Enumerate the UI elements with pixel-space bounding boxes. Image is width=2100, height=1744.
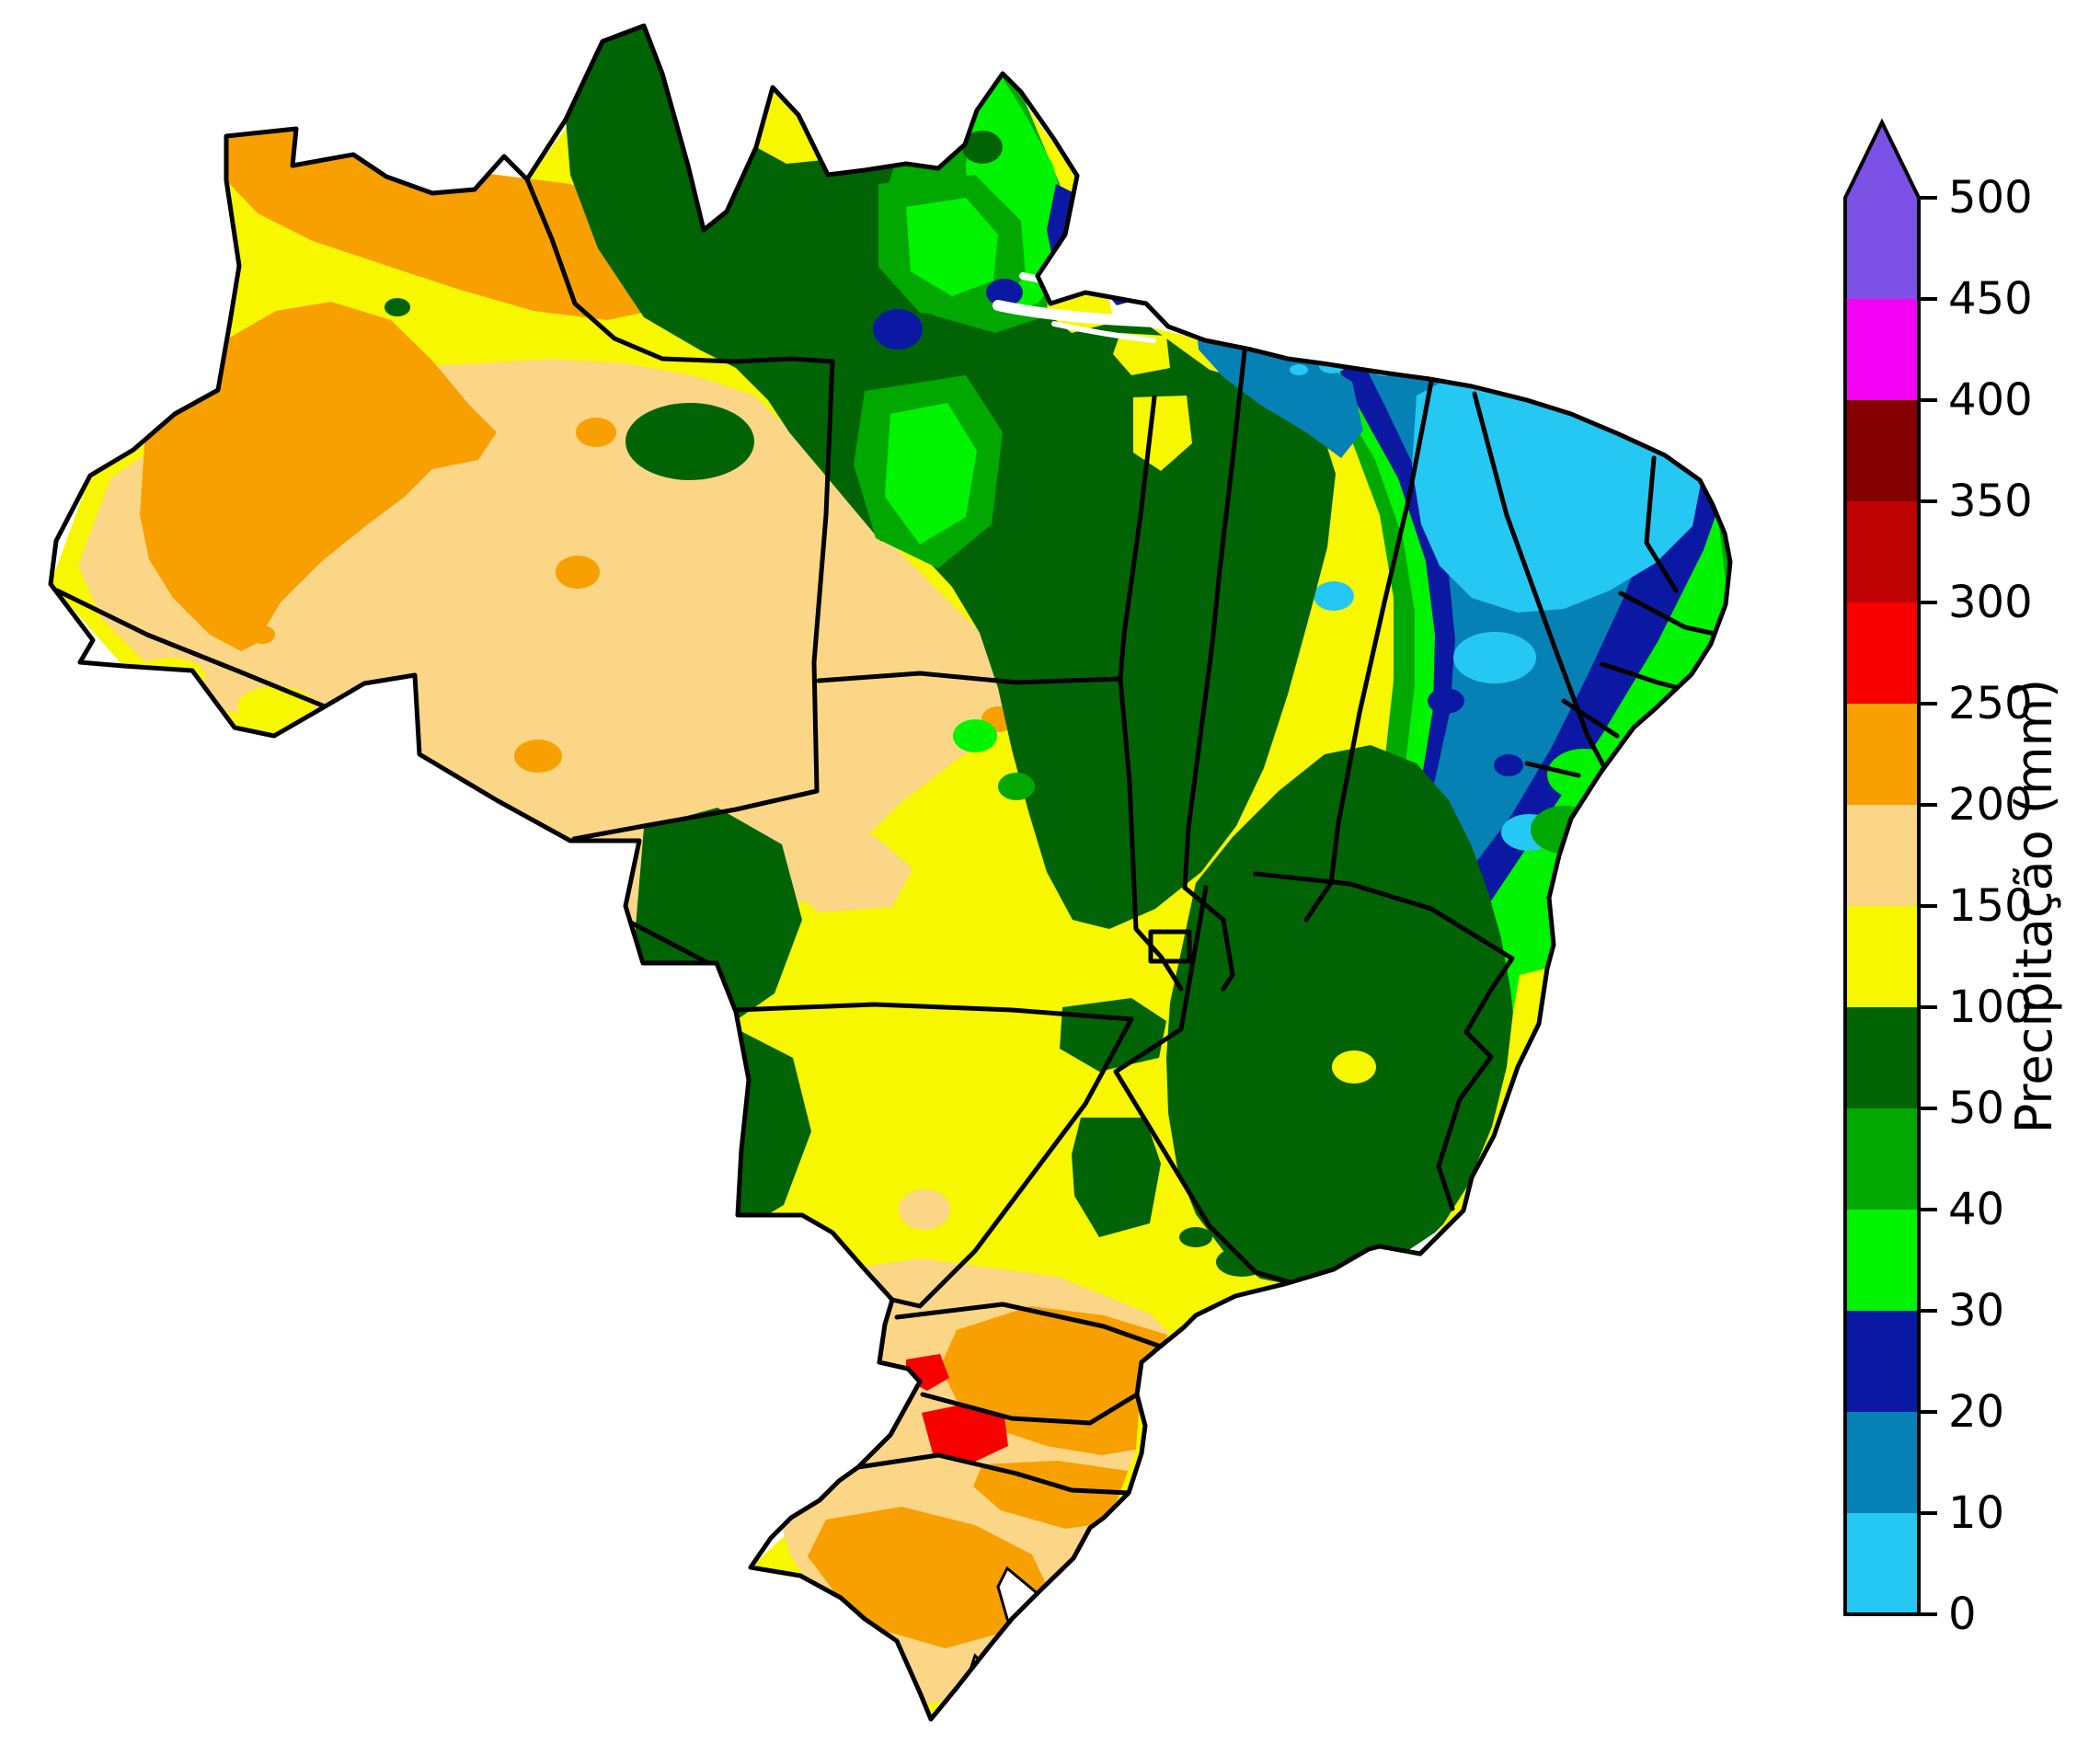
region-orange-dot: [249, 625, 275, 644]
region-steel-arm: [1196, 317, 1363, 458]
region-cyan-patch: [1314, 581, 1354, 611]
colorbar-segment-400-450: [1845, 299, 1919, 400]
colorbar-tick-label: 40: [1948, 1184, 2004, 1235]
colorbar-segment-0-10: [1845, 1513, 1919, 1614]
border-piaui-ceara: [1472, 391, 1620, 794]
region-orange-dot: [576, 418, 616, 447]
region-darkgreen-eastcentral: [1166, 745, 1516, 1288]
region-rs-orange: [808, 1507, 1050, 1648]
border-ms-east: [889, 1016, 1134, 1309]
border-sc-rs: [855, 1452, 1131, 1496]
colorbar-segment-50-100: [1845, 1007, 1919, 1108]
region-mouth-navy: [1084, 184, 1170, 305]
colorbar-tick-label: 300: [1948, 577, 2033, 628]
region-mouth-navy-dot: [986, 279, 1023, 306]
colorbar-tick-label: 250: [1948, 678, 2033, 729]
border-distrito-federal: [1148, 929, 1192, 964]
colorbar-over-arrow: [1845, 122, 1919, 198]
region-navy-spot: [1494, 754, 1523, 776]
colorbar-tick-label: 50: [1948, 1083, 2004, 1134]
region-orange-nw-mass: [140, 302, 497, 651]
region-amapa-darkgreen: [962, 131, 1003, 164]
colorbar-tick-label: 20: [1948, 1386, 2004, 1438]
colorbar-outline: [1843, 118, 1921, 1616]
region-lime-dot: [953, 719, 997, 752]
colorbar-segment-100-150: [1845, 906, 1919, 1007]
colorbar-segment-30-40: [1845, 1210, 1919, 1311]
colorbar-segment-450-500: [1845, 198, 1919, 299]
border-matogrosso-ms: [733, 1002, 1134, 1022]
border-tocantins-west: [1118, 676, 1184, 992]
colorbar-segment-40-50: [1845, 1108, 1919, 1210]
border-roraima: [524, 177, 835, 364]
map-region-fills: [51, 26, 1730, 1719]
colorbar-segment-250-300: [1845, 602, 1919, 704]
region-darkgreen-dot: [462, 963, 495, 987]
colorbar-axis-label: Precipitação (mm): [2005, 679, 2063, 1133]
region-es-yellow-strip: [1435, 966, 1556, 1251]
border-para-tocantins: [1118, 395, 1157, 682]
colorbar-tick-labels: 0 10 20 30 40 50 100 150 200 250 300 350…: [1948, 172, 2033, 1640]
region-orange-dot: [556, 556, 600, 589]
colorbar-segment-350-400: [1845, 400, 1919, 501]
colorbar-tick-label: 500: [1948, 172, 2033, 224]
region-green-dot: [998, 773, 1035, 800]
border-amazonas-para: [811, 359, 835, 794]
colorbar-segment-300-350: [1845, 501, 1919, 602]
region-darkgreen-patch: [1072, 1118, 1161, 1237]
colorbar-tick-label: 0: [1948, 1589, 1977, 1640]
colorbar-segment-200-250: [1845, 704, 1919, 805]
colorbar-tick-label: 100: [1948, 981, 2033, 1033]
colorbar-tick-label: 450: [1948, 273, 2033, 325]
region-red-dot: [1246, 1420, 1259, 1433]
country-outline: [48, 23, 1733, 1722]
region-darkgreen-dot: [384, 298, 410, 316]
region-red-spot: [922, 1404, 1008, 1463]
border-bahia-minas: [1253, 871, 1515, 1211]
border-para-matogrosso: [816, 671, 1123, 685]
colorbar-tick-label: 200: [1948, 779, 2033, 831]
border-alagoas: [1561, 698, 1620, 739]
colorbar-tick-label: 10: [1948, 1487, 2004, 1539]
region-darkgreen-dot: [1179, 1227, 1212, 1247]
region-midpara-lime: [885, 403, 977, 545]
colorbar-segment-150-200: [1845, 805, 1919, 906]
colorbar-tick-label: 30: [1948, 1285, 2004, 1337]
border-ceara-rn: [1644, 455, 1679, 593]
colorbar-tick-label: 400: [1948, 374, 2033, 426]
region-npara-lime: [906, 198, 998, 296]
region-orange-dot: [514, 740, 562, 773]
state-borders: [54, 177, 1730, 1496]
border-sergipe: [1524, 761, 1581, 778]
colorbar-segment-10-20: [1845, 1412, 1919, 1513]
region-darkgreen-amazonas-blob: [625, 403, 754, 480]
border-para-maranhao: [1182, 349, 1247, 890]
region-wheat-dot: [899, 1189, 950, 1230]
region-darkgreen-dot: [304, 861, 340, 887]
colorbar-segment-20-30: [1845, 1311, 1919, 1412]
colorbar-tick-label: 150: [1948, 880, 2033, 932]
region-navy-spot: [1428, 688, 1464, 714]
region-mouth-navy-dot: [873, 309, 923, 350]
region-coast-cyan-dot: [1290, 364, 1308, 375]
border-amazonas-south: [571, 788, 820, 842]
region-cyan-patch: [1453, 632, 1536, 683]
amazon-mouth-channel: [1051, 321, 1156, 343]
region-yellow-patch: [1113, 333, 1170, 375]
region-yellow-patch: [1332, 1050, 1376, 1084]
border-sp-parana: [894, 1302, 1164, 1349]
colorbar-tick-label: 350: [1948, 476, 2033, 527]
region-orange-nw-top: [226, 129, 692, 320]
region-wheat-center: [777, 835, 912, 912]
border-parana-sc: [920, 1392, 1140, 1426]
colorbar-ticks: [1919, 196, 1937, 1616]
colorbar: 0 10 20 30 40 50 100 150 200 250 300 350…: [1843, 118, 2063, 1640]
amazon-mouth-channel: [993, 300, 1165, 327]
